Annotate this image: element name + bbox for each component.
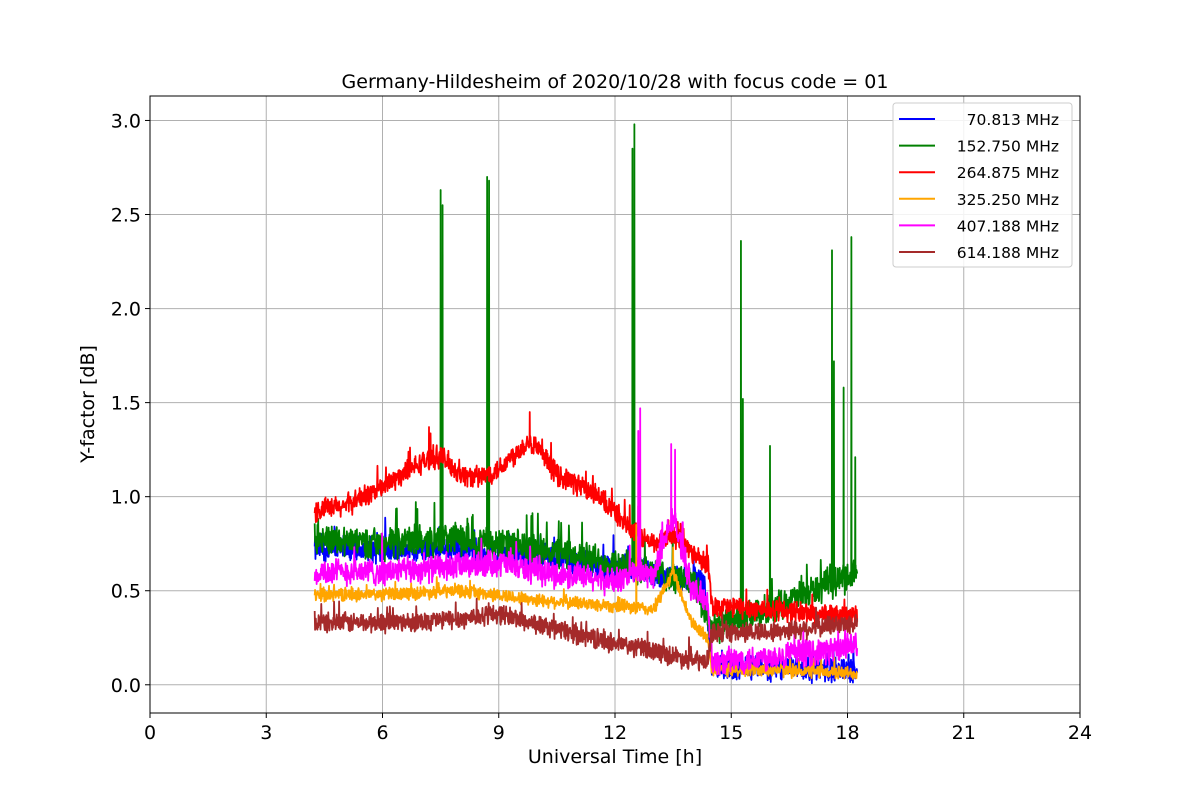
y-tick-label: 2.0 bbox=[111, 299, 141, 321]
y-tick-label: 0.0 bbox=[111, 675, 141, 697]
x-tick-label: 15 bbox=[719, 722, 743, 744]
series-line-3 bbox=[313, 523, 858, 680]
legend: 70.813 MHz 152.750 MHz 264.875 MHz 325.250 … bbox=[892, 102, 1073, 268]
legend-label: 70.813 MHz bbox=[967, 111, 1059, 129]
y-tick-label: 2.5 bbox=[111, 205, 141, 227]
y-tick-label: 1.5 bbox=[111, 393, 141, 415]
y-tick-label: 1.0 bbox=[111, 487, 141, 509]
legend-label: 407.188 MHz bbox=[957, 217, 1059, 235]
x-tick-label: 24 bbox=[1068, 722, 1092, 744]
y-tick-label: 3.0 bbox=[111, 110, 141, 132]
x-tick-label: 12 bbox=[603, 722, 627, 744]
plot-area bbox=[313, 123, 859, 685]
series-line-4 bbox=[313, 407, 859, 676]
x-tick-label: 9 bbox=[493, 722, 505, 744]
series-line-2 bbox=[313, 411, 859, 629]
legend-label: 152.750 MHz bbox=[957, 138, 1059, 156]
legend-label: 614.188 MHz bbox=[957, 244, 1059, 262]
legend-frame bbox=[892, 102, 1073, 268]
x-tick-label: 0 bbox=[144, 722, 156, 744]
x-tick-label: 6 bbox=[376, 722, 388, 744]
y-tick-label: 0.5 bbox=[111, 581, 141, 603]
x-axis-title: Universal Time [h] bbox=[528, 746, 702, 768]
y-axis-title: Y-factor [dB] bbox=[77, 345, 99, 464]
chart-title: Germany-Hildesheim of 2020/10/28 with fo… bbox=[342, 71, 889, 93]
x-tick-label: 21 bbox=[952, 722, 976, 744]
legend-label: 264.875 MHz bbox=[957, 164, 1059, 182]
x-tick-label: 3 bbox=[260, 722, 272, 744]
series-line-5 bbox=[313, 597, 859, 672]
x-tick-label: 18 bbox=[835, 722, 859, 744]
legend-label: 325.250 MHz bbox=[957, 191, 1059, 209]
axes-ticks: 0 3 6 9 12 15 18 21 24 0.0 0.5 1.0 1.5 2.0 2.5 3.0 bbox=[111, 110, 1092, 744]
